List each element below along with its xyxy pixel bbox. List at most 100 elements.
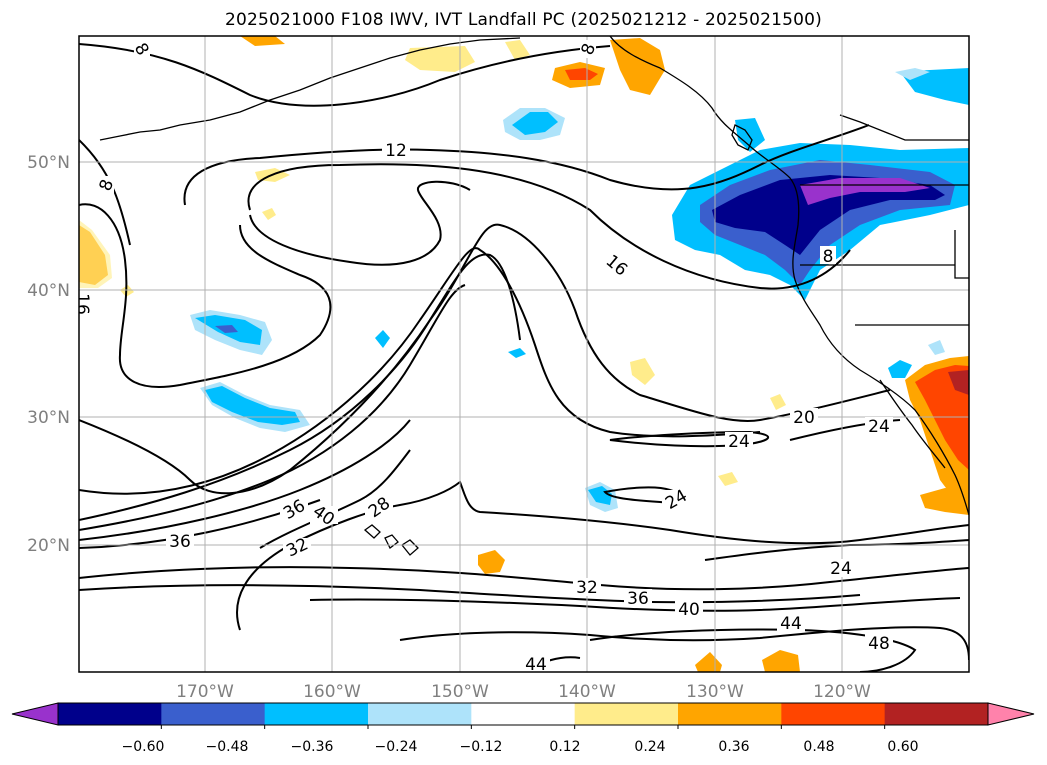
gridlines bbox=[79, 36, 969, 672]
hawaii-1 bbox=[363, 524, 381, 539]
colorbar-arrow-left bbox=[11, 702, 59, 726]
contour-24-a bbox=[79, 247, 761, 495]
colorbar-frame bbox=[57, 702, 989, 726]
colorbar-tick-label: −0.60 bbox=[122, 739, 165, 755]
contour-label: 12 bbox=[385, 141, 407, 161]
contour-44-south bbox=[399, 626, 969, 661]
colorbar-segment bbox=[678, 703, 782, 725]
state-border-5 bbox=[954, 230, 969, 279]
colorbar-segment bbox=[264, 703, 369, 725]
contour-20 bbox=[79, 223, 891, 495]
contour-24-b bbox=[609, 430, 770, 448]
contour-28 bbox=[79, 253, 521, 521]
lon-tick-label: 160°W bbox=[303, 682, 361, 702]
colorbar-ticks bbox=[160, 725, 886, 729]
map-title: 2025021000 F108 IWV, IVT Landfall PC (20… bbox=[224, 10, 823, 30]
shade-region-small-2 bbox=[375, 330, 390, 348]
shade-region-hi-orange bbox=[478, 550, 505, 574]
contour-label: 44 bbox=[780, 614, 802, 634]
shade-region-bc-light bbox=[735, 118, 765, 152]
shade-region-small-4 bbox=[928, 340, 945, 355]
lon-axis: 170°W 160°W 150°W 140°W 130°W 120°W bbox=[176, 682, 871, 702]
colorbar-tick-labels: −0.60 −0.48 −0.36 −0.24 −0.12 0.12 0.24 … bbox=[122, 739, 919, 755]
contour-48-south bbox=[589, 628, 917, 672]
colorbar-tick-label: −0.36 bbox=[291, 739, 334, 755]
shade-region-mid-dark bbox=[215, 325, 238, 333]
lon-tick-label: 150°W bbox=[431, 682, 489, 702]
iwv-contours bbox=[79, 43, 969, 672]
colorbar-segment bbox=[884, 703, 989, 725]
colorbar-tick-label: 0.12 bbox=[549, 739, 580, 755]
shade-region-s-blue bbox=[588, 486, 612, 505]
contour-south-1 bbox=[236, 480, 969, 631]
shade-region-ak-yellow bbox=[405, 46, 475, 72]
contour-label: 16 bbox=[72, 293, 92, 315]
colorbar-segment bbox=[471, 703, 576, 725]
contour-label: 44 bbox=[525, 655, 547, 675]
hawaii-3 bbox=[401, 539, 419, 556]
shade-region-top-yellow bbox=[505, 40, 530, 60]
lon-tick-label: 130°W bbox=[686, 682, 744, 702]
lat-tick-label: 30°N bbox=[27, 408, 70, 428]
shade-region-small-3 bbox=[888, 360, 912, 378]
colorbar-segments bbox=[58, 703, 989, 725]
coast-north-america bbox=[609, 36, 969, 516]
contour-32 bbox=[79, 284, 466, 531]
map-frame bbox=[78, 35, 970, 673]
coastlines bbox=[99, 36, 969, 556]
colorbar-tick-label: −0.12 bbox=[460, 739, 503, 755]
colorbar: −0.60 −0.48 −0.36 −0.24 −0.12 0.12 0.24 … bbox=[11, 702, 1035, 755]
colorbar-arrow-right bbox=[987, 702, 1035, 726]
contour-36-south bbox=[79, 584, 861, 604]
shade-region-c-yellow bbox=[630, 358, 655, 385]
lat-tick-label: 40°N bbox=[27, 281, 70, 301]
shade-region-sw-blue bbox=[205, 386, 300, 425]
shade-region-west-yellow bbox=[79, 220, 112, 288]
lon-tick-label: 120°W bbox=[813, 682, 871, 702]
contour-label: 40 bbox=[678, 600, 700, 620]
contour-label-group: 8 8 8 8 12 16 16 20 24 24 24 bbox=[72, 40, 893, 675]
contour-label: 36 bbox=[169, 532, 191, 552]
contour-36-a bbox=[79, 419, 411, 541]
contour-label: 32 bbox=[576, 578, 598, 598]
shade-region-baja-dark bbox=[948, 370, 969, 395]
lat-tick-label: 50°N bbox=[27, 153, 70, 173]
colorbar-tick-label: −0.24 bbox=[375, 739, 418, 755]
lon-tick-label: 170°W bbox=[176, 682, 234, 702]
colorbar-segment bbox=[368, 703, 472, 725]
colorbar-segment bbox=[574, 703, 679, 725]
lon-tick-label: 140°W bbox=[558, 682, 616, 702]
colorbar-tick-label: 0.24 bbox=[634, 739, 665, 755]
lat-tick-label: 20°N bbox=[27, 536, 70, 556]
colorbar-tick-label: 0.48 bbox=[803, 739, 834, 755]
shade-region-small-y5 bbox=[770, 394, 786, 410]
contour-label: 24 bbox=[830, 559, 852, 579]
coast-baja bbox=[879, 379, 946, 469]
contour-loop-a bbox=[79, 203, 332, 388]
colorbar-tick-label: 0.36 bbox=[718, 739, 749, 755]
shade-region-small-y4 bbox=[718, 472, 738, 486]
contour-label: 24 bbox=[868, 417, 890, 437]
contour-16 bbox=[247, 163, 851, 290]
colorbar-segment bbox=[781, 703, 886, 725]
map-panel: 8 8 8 8 12 16 16 20 24 24 24 bbox=[72, 35, 970, 675]
shade-region-ne-light bbox=[900, 68, 969, 105]
lat-axis: 50°N 40°N 30°N 20°N bbox=[27, 153, 70, 556]
contour-label: 20 bbox=[793, 408, 815, 428]
contour-label: 24 bbox=[728, 432, 750, 452]
contour-wrap-1 bbox=[249, 180, 471, 266]
state-border-1 bbox=[839, 114, 969, 141]
shade-region-gulf-blue bbox=[512, 112, 558, 135]
contour-40-south bbox=[309, 597, 961, 612]
shade-region-small-y2 bbox=[262, 208, 276, 220]
colorbar-segment bbox=[161, 703, 266, 725]
shade-region-baja-low bbox=[920, 488, 969, 515]
shade-region-gulf-red bbox=[565, 68, 598, 80]
shade-region-ak-orange bbox=[240, 36, 285, 46]
colorbar-tick-label: −0.48 bbox=[206, 739, 249, 755]
shade-region-bot-orange2 bbox=[762, 650, 800, 672]
contour-8-north bbox=[79, 43, 611, 107]
shade-region-ne-pale bbox=[895, 68, 930, 80]
contour-label: 48 bbox=[868, 634, 890, 654]
